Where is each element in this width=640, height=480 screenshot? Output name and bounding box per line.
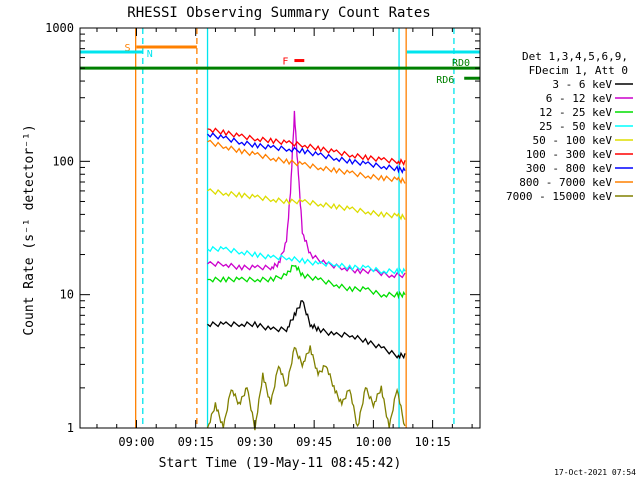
chart-title: RHESSI Observing Summary Count Rates xyxy=(127,5,430,21)
x-tick-label-3: 09:45 xyxy=(296,435,332,449)
plot-data xyxy=(135,28,455,431)
legend-label-2: 12 - 25 keV xyxy=(539,106,612,119)
series-line-5 xyxy=(207,127,406,167)
legend-label-4: 50 - 100 keV xyxy=(533,134,613,147)
footer-timestamp: 17-Oct-2021 07:54 xyxy=(554,468,636,477)
legend-label-8: 7000 - 15000 keV xyxy=(506,190,612,203)
x-tick-label-5: 10:15 xyxy=(415,435,451,449)
legend-label-6: 300 - 800 keV xyxy=(526,162,612,175)
y-tick-label-0: 1 xyxy=(67,421,74,435)
annotation-label-3: RD0 xyxy=(452,58,470,69)
series-line-3 xyxy=(207,245,406,276)
y-axis-label: Count Rate (s⁻¹ detector⁻¹) xyxy=(22,124,37,335)
legend-header-1: FDecim 1, Att 0 xyxy=(529,64,628,77)
legend-label-1: 6 - 12 keV xyxy=(546,92,613,105)
legend-label-3: 25 - 50 keV xyxy=(539,120,612,133)
series-line-4 xyxy=(207,188,406,221)
annotation-label-4: RD6 xyxy=(436,75,454,86)
x-tick-label-0: 09:00 xyxy=(118,435,154,449)
x-tick-label-4: 10:00 xyxy=(355,435,391,449)
x-axis-label: Start Time (19-May-11 08:45:42) xyxy=(159,456,402,471)
annotation-label-2: F xyxy=(282,57,288,68)
x-tick-label-2: 09:30 xyxy=(237,435,273,449)
x-tick-label-1: 09:15 xyxy=(178,435,214,449)
y-tick-label-2: 100 xyxy=(52,154,74,168)
legend-label-0: 3 - 6 keV xyxy=(552,78,612,91)
legend-header-0: Det 1,3,4,5,6,9, xyxy=(522,50,628,63)
legend-label-7: 800 - 7000 keV xyxy=(519,176,612,189)
series-line-8 xyxy=(206,345,406,431)
legend: Det 1,3,4,5,6,9,FDecim 1, Att 03 - 6 keV… xyxy=(506,50,633,203)
series-line-0 xyxy=(207,300,406,360)
plot-frame xyxy=(79,27,481,429)
annotation-bars: S N F RD0 RD6 xyxy=(80,43,480,86)
annotation-label-1: N xyxy=(147,49,153,60)
series-line-2 xyxy=(207,264,406,300)
y-tick-label-3: 1000 xyxy=(45,21,74,35)
legend-label-5: 100 - 300 keV xyxy=(526,148,612,161)
y-tick-label-1: 10 xyxy=(60,288,74,302)
series-line-6 xyxy=(207,132,406,174)
annotation-label-0: S xyxy=(124,43,130,54)
axes: 09:00 09:15 09:30 09:45 10:00 10:15 1 10 100 1000 xyxy=(45,21,481,449)
series-line-7 xyxy=(207,139,406,185)
